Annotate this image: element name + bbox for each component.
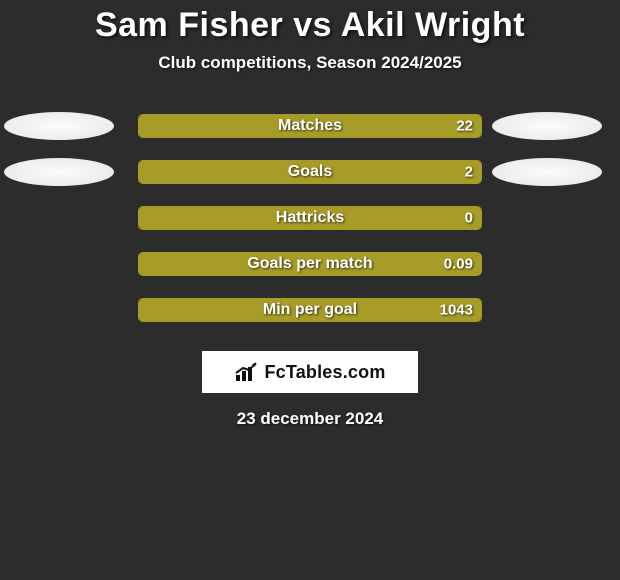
stat-bar: 0.09 Goals per match xyxy=(138,252,482,276)
stat-label: Matches xyxy=(278,117,342,135)
stat-value-right: 2 xyxy=(465,164,473,181)
stat-value-right: 22 xyxy=(456,118,473,135)
player-oval-right xyxy=(492,158,602,186)
stat-row: 0.09 Goals per match xyxy=(0,241,620,287)
stat-row: 22 Matches xyxy=(0,103,620,149)
stat-label: Hattricks xyxy=(276,209,344,227)
stat-row: 1043 Min per goal xyxy=(0,287,620,333)
stat-row: 0 Hattricks xyxy=(0,195,620,241)
stat-bar: 0 Hattricks xyxy=(138,206,482,230)
player-oval-left xyxy=(4,112,114,140)
player-oval-right xyxy=(492,112,602,140)
brand-text: FcTables.com xyxy=(264,362,385,383)
date-text: 23 december 2024 xyxy=(0,409,620,429)
stat-value-right: 0.09 xyxy=(444,256,473,273)
brand-box[interactable]: FcTables.com xyxy=(202,351,418,393)
stat-bar: 1043 Min per goal xyxy=(138,298,482,322)
stat-row: 2 Goals xyxy=(0,149,620,195)
subtitle: Club competitions, Season 2024/2025 xyxy=(0,53,620,73)
brand-icon xyxy=(234,361,260,383)
page-title: Sam Fisher vs Akil Wright xyxy=(0,0,620,45)
stat-value-right: 1043 xyxy=(440,302,473,319)
stat-bar: 2 Goals xyxy=(138,160,482,184)
comparison-card: Sam Fisher vs Akil Wright Club competiti… xyxy=(0,0,620,580)
player-oval-left xyxy=(4,158,114,186)
stat-rows: 22 Matches 2 Goals 0 Hattricks 0.09 Goals per m… xyxy=(0,103,620,333)
stat-label: Goals per match xyxy=(247,255,372,273)
stat-label: Min per goal xyxy=(263,301,357,319)
stat-label: Goals xyxy=(288,163,332,181)
stat-value-right: 0 xyxy=(465,210,473,227)
stat-bar: 22 Matches xyxy=(138,114,482,138)
